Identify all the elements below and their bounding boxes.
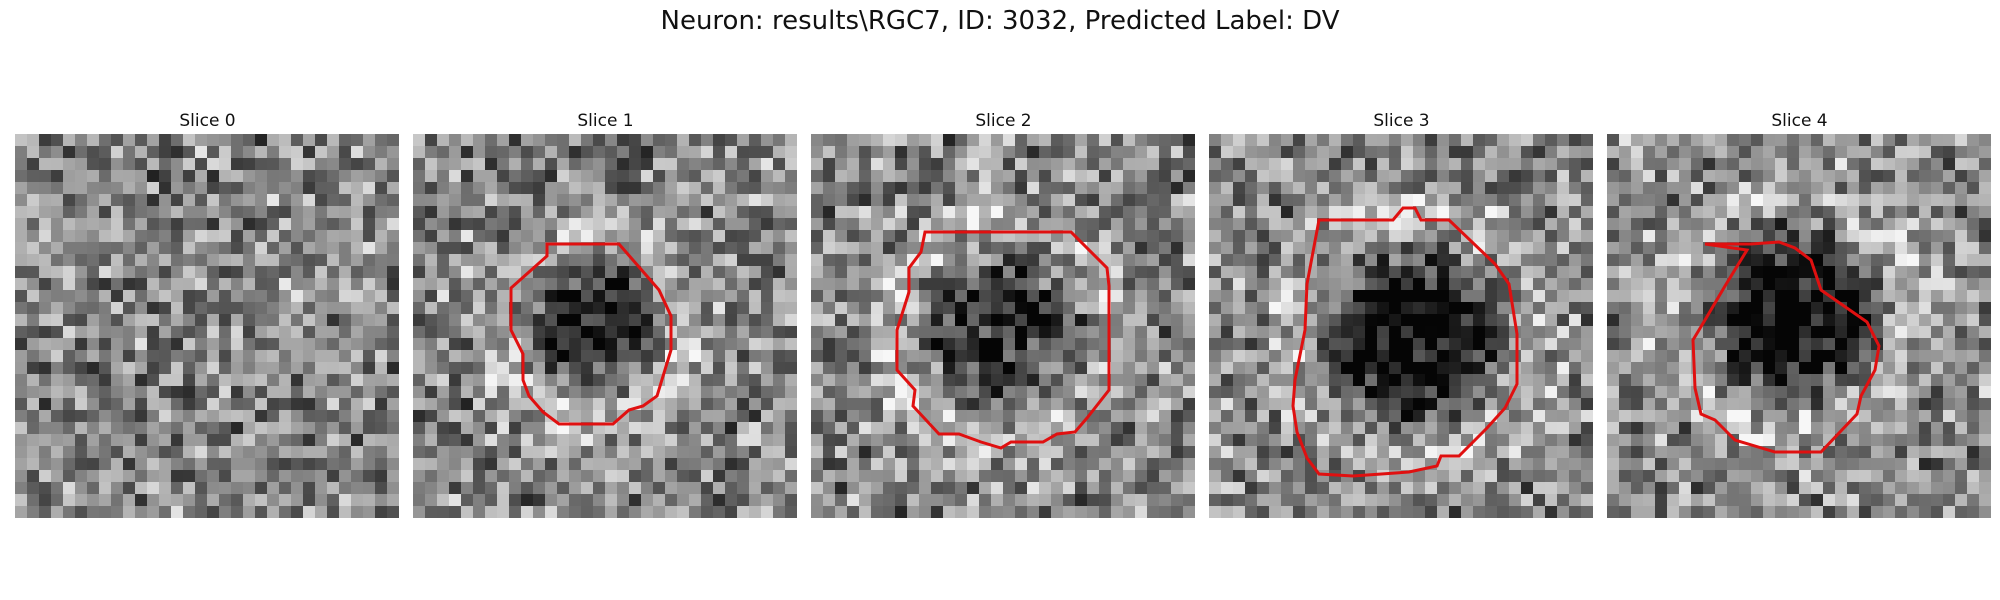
slice-panel-4: Slice 4 [1607, 108, 1992, 518]
microscopy-image [15, 134, 399, 518]
slice-image [15, 134, 399, 518]
roi-contour [1691, 240, 1881, 454]
slice-title: Slice 1 [577, 111, 634, 131]
slice-title: Slice 2 [975, 111, 1032, 131]
slice-image [1209, 134, 1593, 518]
slice-title: Slice 4 [1771, 111, 1828, 131]
slice-image [1607, 134, 1991, 518]
microscopy-image [811, 134, 1195, 518]
slice-panel-3: Slice 3 [1209, 108, 1594, 518]
slice-image [811, 134, 1195, 518]
slice-panel-2: Slice 2 [811, 108, 1196, 518]
slice-panel-0: Slice 0 [15, 108, 400, 518]
slice-panel-1: Slice 1 [413, 108, 798, 518]
slice-image [413, 134, 797, 518]
microscopy-image [1209, 134, 1593, 518]
microscopy-image [1607, 134, 1991, 518]
roi-contour [509, 242, 673, 426]
roi-contour [895, 230, 1111, 450]
slice-title: Slice 0 [179, 111, 236, 131]
slice-title: Slice 3 [1373, 111, 1430, 131]
figure-title: Neuron: results\RGC7, ID: 3032, Predicte… [660, 6, 1340, 36]
microscopy-image [413, 134, 797, 518]
roi-contour [1291, 206, 1519, 478]
